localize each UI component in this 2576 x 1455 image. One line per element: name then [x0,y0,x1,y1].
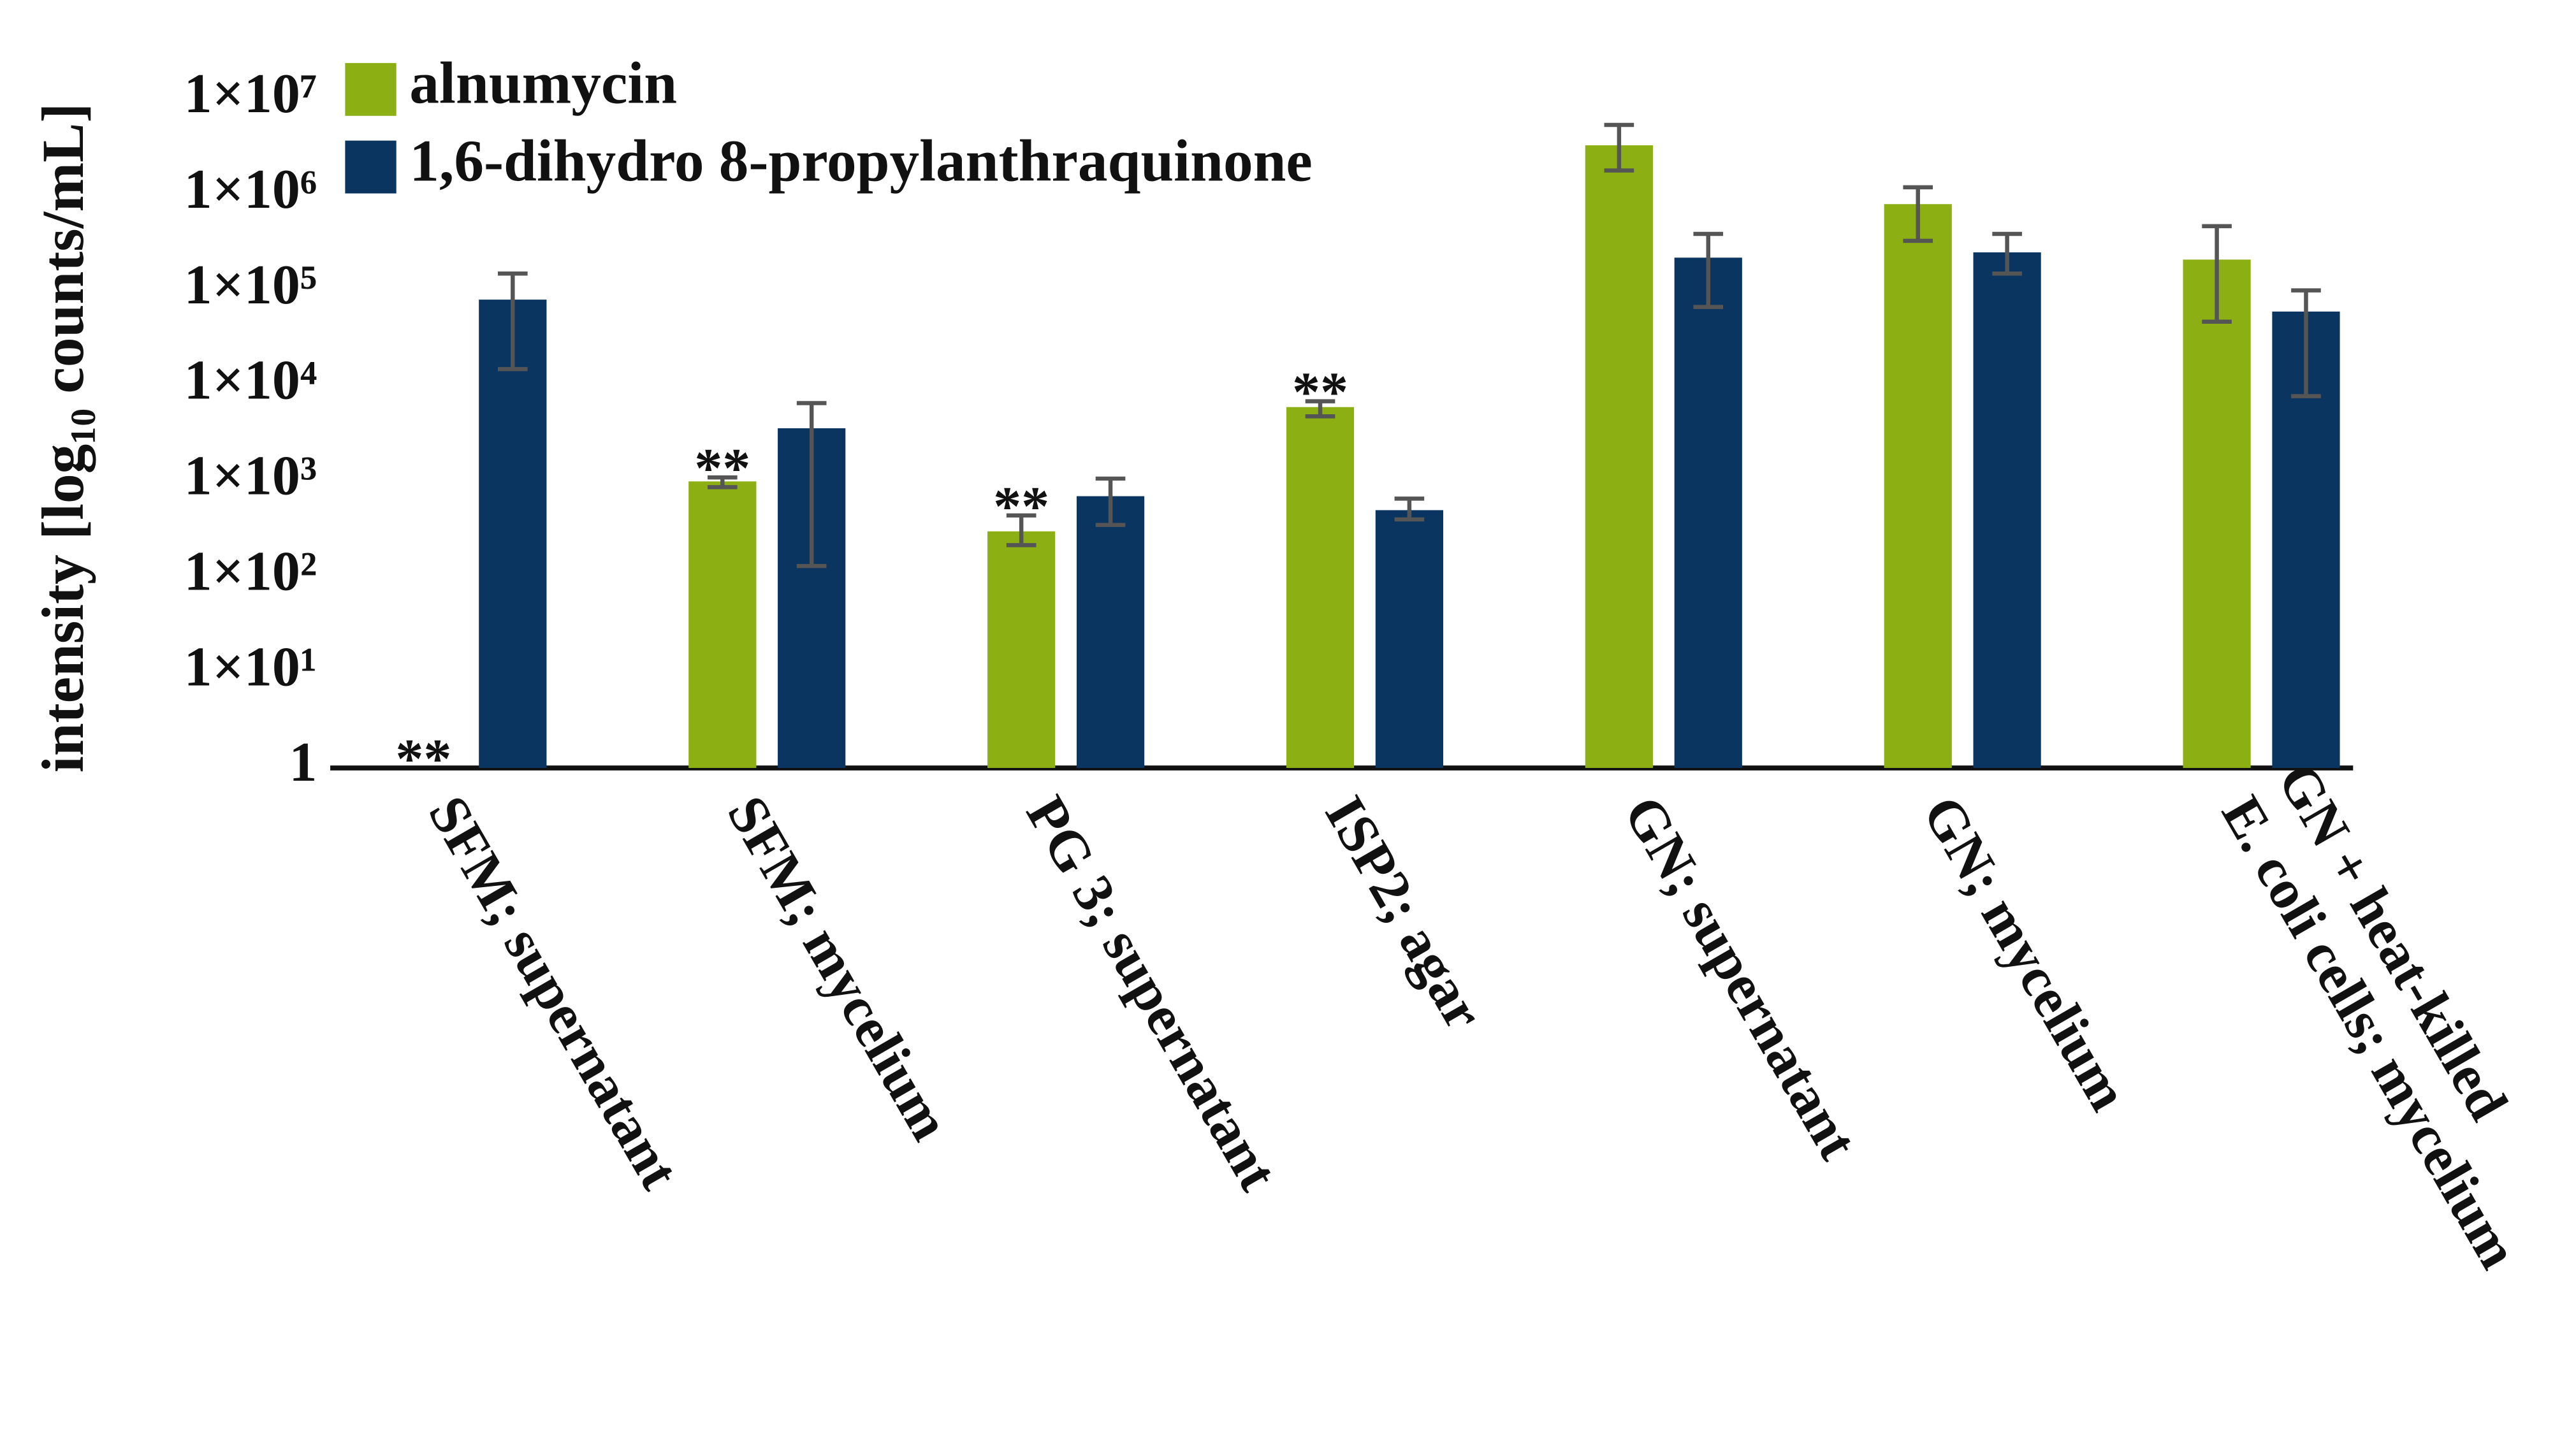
x-tick-label: GN; supernatant [1612,786,1868,1169]
y-axis-label: intensity [log₁₀ counts/mL] [31,103,96,773]
y-tick-label: 1×10³ [184,445,317,507]
bar [1375,510,1443,768]
error-bar [1006,513,1037,547]
bar [1076,496,1145,768]
x-tick-label: PG 3; supernatant [1014,786,1289,1201]
bar [479,300,547,768]
error-bar [498,271,528,372]
y-tick-label: 1 [289,732,317,793]
y-tick-label: 1×10¹ [184,636,317,698]
error-bar [1903,185,1933,243]
bar [1674,257,1742,768]
significance-mark: ** [395,728,451,790]
bar [1286,407,1355,768]
legend-swatch [345,140,397,194]
error-bar [1693,231,1724,309]
bar [1585,145,1653,768]
error-bar [1992,231,2022,276]
y-tick-label: 1×10⁶ [184,159,317,221]
significance-mark: ** [694,438,750,500]
y-tick-label: 1×10² [184,540,317,602]
legend-label: 1,6-dihydro 8-propylanthraquinone [409,128,1312,194]
error-bar [796,401,827,568]
bar [987,531,1056,768]
y-tick-label: 1×10⁵ [184,254,317,316]
legend-label: alnumycin [409,51,677,117]
error-bar [1604,122,1634,173]
error-bar [1305,399,1335,419]
x-tick-label: SFM; supernatant [416,786,690,1199]
y-tick-label: 1×10⁷ [184,63,317,125]
error-bar [1095,476,1126,527]
bar [2183,259,2251,768]
bar [1884,204,1952,768]
bar [688,481,757,768]
bar [1973,252,2041,768]
legend-swatch [345,62,397,116]
error-bar [2291,288,2321,398]
significance-mark: ** [1292,362,1348,424]
error-bar [707,475,738,489]
x-tick-label: SFM; mycelium [715,786,961,1151]
error-bar [2202,224,2232,324]
y-tick-label: 1×10⁴ [184,350,317,412]
x-tick-label: GN; mycelium [1910,786,2139,1121]
x-tick-label: ISP2; agar [1313,786,1495,1040]
error-bar [1394,496,1425,522]
significance-mark: ** [993,476,1049,538]
